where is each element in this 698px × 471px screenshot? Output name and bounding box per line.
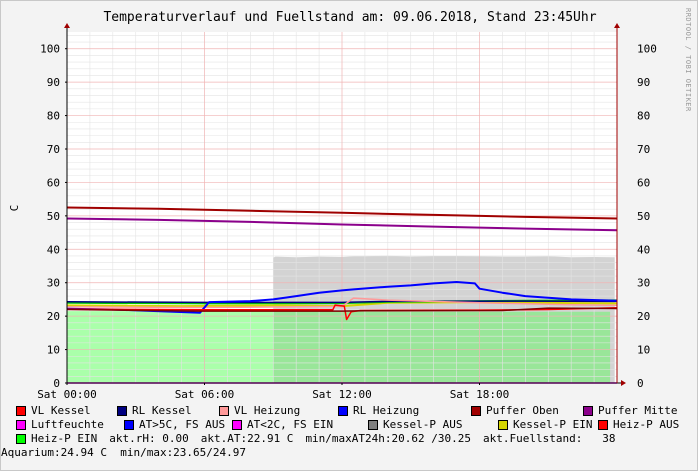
legend-swatch bbox=[368, 420, 378, 430]
legend-item-at-fs-ein: AT<2C, FS EIN bbox=[232, 418, 368, 432]
legend-swatch bbox=[16, 420, 26, 430]
series-puffer-mitte bbox=[66, 217, 618, 232]
y-axis-label: C bbox=[8, 205, 21, 212]
legend-swatch bbox=[598, 420, 608, 430]
legend-swatch bbox=[117, 406, 127, 416]
legend-label: AT<2C, FS EIN bbox=[247, 418, 334, 431]
y2-axis-arrow bbox=[614, 23, 620, 28]
legend-item-vl-kessel: VL Kessel bbox=[16, 404, 117, 418]
stat-fill-level: akt.Fuellstand: 38 bbox=[483, 432, 616, 445]
series-rl-heizung bbox=[66, 281, 618, 314]
legend-swatch bbox=[219, 406, 229, 416]
legend-item-puffer-mitte: Puffer Mitte bbox=[583, 404, 677, 418]
y2-tick-label: 40 bbox=[637, 243, 650, 256]
legend-label: RL Kessel bbox=[132, 404, 192, 417]
series-vl-heizung bbox=[66, 297, 618, 309]
stat-aquarium: Aquarium:24.94 C min/max:23.65/24.97 bbox=[1, 446, 247, 459]
y-tick-label: 50 bbox=[47, 210, 60, 223]
legend-swatch bbox=[583, 406, 593, 416]
series-rl-kessel bbox=[66, 300, 618, 304]
legend-item-rl-kessel: RL Kessel bbox=[117, 404, 219, 418]
series-kessel-p-ein bbox=[66, 301, 618, 308]
y2-tick-label: 20 bbox=[637, 310, 650, 323]
legend-swatch bbox=[16, 406, 26, 416]
x-tick-label: Sat 00:00 bbox=[37, 388, 97, 400]
area-layer bbox=[67, 255, 615, 383]
stat-minmax-24h: min/maxAT24h:20.62 /30.25 bbox=[305, 432, 472, 445]
legend-item-heiz-p-ein: Heiz-P EIN bbox=[16, 432, 97, 446]
legend-swatch bbox=[16, 434, 26, 444]
watermark: RRDTOOL / TOBI OETIKER bbox=[684, 8, 692, 112]
series-puffer-oben bbox=[66, 206, 618, 220]
y2-tick-label: 100 bbox=[637, 43, 657, 56]
legend-swatch bbox=[471, 406, 481, 416]
stat-humidity: akt.rH: 0.00 bbox=[109, 432, 189, 445]
legend-item-at-fs-aus: AT>5C, FS AUS bbox=[124, 418, 232, 432]
area-heiz-p-ein bbox=[67, 311, 274, 383]
y-axis-arrow bbox=[64, 23, 70, 28]
y2-tick-label: 30 bbox=[637, 277, 650, 290]
legend-label: VL Heizung bbox=[234, 404, 301, 417]
legend-label: RL Heizung bbox=[353, 404, 420, 417]
legend-item-vl-heizung: VL Heizung bbox=[219, 404, 338, 418]
y2-tick-label: 60 bbox=[637, 176, 650, 189]
legend-swatch bbox=[124, 420, 134, 430]
y2-tick-label: 0 bbox=[637, 377, 644, 390]
area-heiz-p-ein-overlap- bbox=[273, 311, 611, 383]
y-tick-label: 60 bbox=[47, 176, 60, 189]
legend-label: AT>5C, FS AUS bbox=[139, 418, 226, 431]
legend: VL Kessel RL Kessel VL Heizung RL Heizun… bbox=[1, 404, 694, 460]
legend-label: Luftfeuchte bbox=[31, 418, 104, 431]
y2-tick-label: 90 bbox=[637, 76, 650, 89]
y2-tick-label: 10 bbox=[637, 344, 650, 357]
x-tick-label: Sat 18:00 bbox=[450, 388, 510, 400]
x-tick-label: Sat 12:00 bbox=[312, 388, 372, 400]
y-tick-label: 100 bbox=[40, 43, 60, 56]
legend-label: Kessel-P EIN bbox=[513, 418, 593, 431]
y2-tick-label: 80 bbox=[637, 110, 650, 123]
legend-item-kessel-p-ein: Kessel-P EIN bbox=[498, 418, 598, 432]
y-tick-label: 30 bbox=[47, 277, 60, 290]
chart-title: Temperaturverlauf und Fuellstand am: 09.… bbox=[103, 10, 596, 25]
x-tick-label: Sat 06:00 bbox=[175, 388, 235, 400]
legend-row-1: VL Kessel RL Kessel VL Heizung RL Heizun… bbox=[16, 404, 694, 418]
y-tick-label: 90 bbox=[47, 76, 60, 89]
legend-item-kessel-p-aus: Kessel-P AUS bbox=[368, 418, 498, 432]
axes-layer: 0 0 10 10 20 20 30 30 40 40 50 50 60 60 70 70 80 80 90 90 10… bbox=[37, 23, 657, 400]
series-puffer-unten bbox=[66, 307, 618, 312]
chart-canvas: Temperaturverlauf und Fuellstand am: 09.… bbox=[8, 8, 692, 400]
stat-outdoor-temp: akt.AT:22.91 C bbox=[200, 432, 294, 445]
legend-row-2: Luftfeuchte AT>5C, FS AUS AT<2C, FS EIN … bbox=[16, 418, 694, 432]
legend-row-3: Heiz-P EIN akt.rH: 0.00 akt.AT:22.91 C m… bbox=[16, 432, 694, 446]
y-tick-label: 40 bbox=[47, 243, 60, 256]
y-tick-label: 70 bbox=[47, 143, 60, 156]
legend-label: Kessel-P AUS bbox=[383, 418, 463, 431]
legend-item-rl-heizung: RL Heizung bbox=[338, 404, 471, 418]
legend-swatch bbox=[232, 420, 242, 430]
legend-label: Heiz-P EIN bbox=[31, 432, 98, 445]
x-axis-arrow bbox=[621, 380, 626, 386]
legend-row-4: Aquarium:24.94 C min/max:23.65/24.97 bbox=[1, 446, 694, 460]
legend-item-puffer-oben: Puffer Oben bbox=[471, 404, 583, 418]
y2-tick-label: 50 bbox=[637, 210, 650, 223]
legend-label: VL Kessel bbox=[31, 404, 91, 417]
legend-label: Puffer Mitte bbox=[598, 404, 678, 417]
y-tick-label: 80 bbox=[47, 110, 60, 123]
legend-swatch bbox=[338, 406, 348, 416]
legend-item-heiz-p-aus: Heiz-P AUS bbox=[598, 418, 679, 432]
series-layer bbox=[66, 206, 618, 384]
legend-item-luftfeuchte: Luftfeuchte bbox=[16, 418, 124, 432]
grid-layer bbox=[67, 32, 617, 383]
legend-swatch bbox=[498, 420, 508, 430]
y2-tick-label: 70 bbox=[637, 143, 650, 156]
y-tick-label: 20 bbox=[47, 310, 60, 323]
y-tick-label: 10 bbox=[47, 344, 60, 357]
y-tick-label: 0 bbox=[53, 377, 60, 390]
legend-label: Heiz-P AUS bbox=[613, 418, 680, 431]
legend-label: Puffer Oben bbox=[486, 404, 559, 417]
